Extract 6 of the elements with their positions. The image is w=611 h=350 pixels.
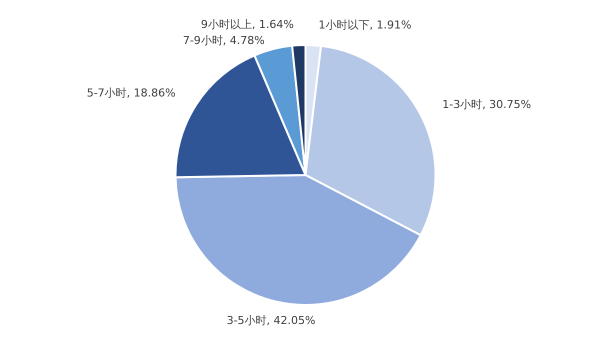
slice-label: 3-5小时, 42.05% bbox=[226, 314, 316, 327]
slice-label: 9小时以上, 1.64% bbox=[200, 18, 294, 32]
slice-label: 1小时以下, 1.91% bbox=[318, 18, 412, 32]
slice-label: 1-3小时, 30.75% bbox=[442, 98, 532, 112]
slice-label: 5-7小时, 18.86% bbox=[86, 86, 176, 100]
slice-label: 7-9小时, 4.78% bbox=[182, 34, 265, 48]
